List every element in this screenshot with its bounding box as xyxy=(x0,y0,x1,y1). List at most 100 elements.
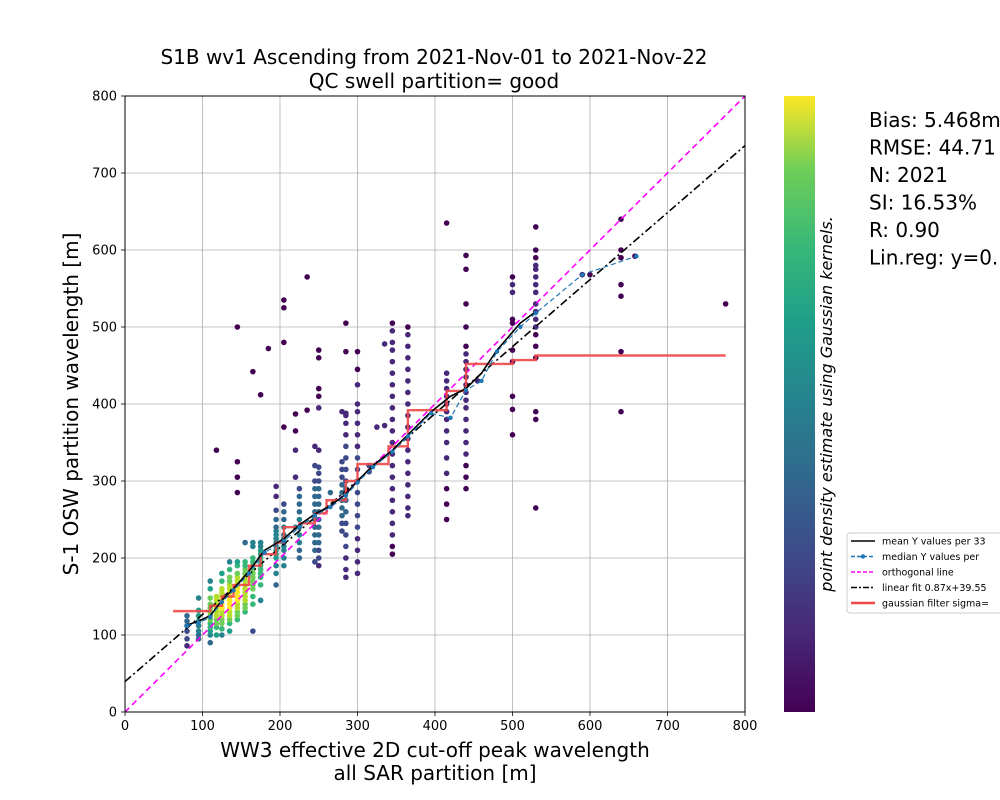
scatter-point xyxy=(389,320,396,326)
scatter-point xyxy=(389,347,396,353)
scatter-point xyxy=(532,224,539,230)
scatter-point xyxy=(281,304,287,311)
scatter-point xyxy=(257,547,264,554)
median-point xyxy=(405,434,411,439)
scatter-point xyxy=(250,543,256,550)
colorbar-label: point density estimate using Gaussian ke… xyxy=(817,216,836,592)
scatter-point xyxy=(339,528,345,534)
legend-marker xyxy=(860,554,866,559)
scatter-point xyxy=(532,416,539,423)
scatter-point xyxy=(389,428,396,434)
scatter-point xyxy=(219,620,225,627)
scatter-point xyxy=(226,559,233,565)
scatter-point xyxy=(343,455,349,461)
scatter-point xyxy=(234,616,241,623)
scatter-point xyxy=(273,535,279,542)
scatter-point xyxy=(618,293,624,300)
scatter-point xyxy=(343,566,349,573)
y-axis-ticks: 0 100 200 300 400 500 600 700 800 xyxy=(92,90,125,721)
x-axis-label: WW3 effective 2D cut-off peak wavelength xyxy=(220,738,650,762)
scatter-point xyxy=(381,341,388,347)
scatter-point xyxy=(234,489,241,496)
scatter-point xyxy=(184,642,190,649)
scatter-point xyxy=(219,609,225,615)
scatter-point xyxy=(312,485,318,492)
scatter-point xyxy=(315,562,322,569)
median-point xyxy=(355,480,360,485)
scatter-point xyxy=(405,343,411,350)
scatter-point xyxy=(509,393,516,400)
scatter-point xyxy=(250,628,256,634)
scatter-point xyxy=(722,301,729,307)
chart-subtitle: QC swell partition= good xyxy=(309,69,559,93)
scatter-point xyxy=(184,636,190,642)
scatter-point xyxy=(618,254,624,261)
scatter-point xyxy=(405,458,411,465)
scatter-point xyxy=(354,501,361,507)
y-tick-label: 200 xyxy=(92,552,117,567)
scatter-point xyxy=(312,478,318,484)
scatter-point xyxy=(296,547,303,554)
scatter-point xyxy=(354,408,361,415)
scatter-point xyxy=(315,385,322,392)
scatter-point xyxy=(292,474,299,480)
scatter-point xyxy=(234,574,241,581)
scatter-point xyxy=(354,559,361,565)
scatter-point xyxy=(304,407,310,413)
scatter-point xyxy=(226,620,233,627)
median-point xyxy=(634,253,639,259)
scatter-point xyxy=(343,443,349,450)
median-point xyxy=(518,324,523,330)
scatter-point xyxy=(463,301,469,307)
scatter-point xyxy=(242,605,248,611)
scatter-point xyxy=(443,455,450,461)
y-tick-label: 500 xyxy=(92,321,117,336)
scatter-point xyxy=(273,570,279,577)
scatter-point xyxy=(354,547,361,554)
scatter-point xyxy=(273,528,279,534)
scatter-point xyxy=(213,597,220,604)
median-point xyxy=(184,623,190,628)
x-tick-label: 600 xyxy=(578,719,603,734)
scatter-point xyxy=(443,370,450,377)
scatter-point xyxy=(339,489,345,496)
scatter-point xyxy=(587,271,593,278)
scatter-point xyxy=(389,474,396,480)
scatter-point xyxy=(315,501,322,507)
scatter-point xyxy=(343,509,349,515)
scatter-point xyxy=(405,493,411,500)
median-point xyxy=(479,378,484,384)
stat-line: R: 0.90 xyxy=(869,218,940,242)
scatter-point xyxy=(532,274,539,280)
stats-box: Bias: 5.468m RMSE: 44.71 N: 2021 SI: 16.53%… xyxy=(869,108,1000,270)
scatter-point xyxy=(234,559,241,565)
scatter-point xyxy=(273,524,279,530)
x-tick-label: 800 xyxy=(733,719,758,734)
scatter-point xyxy=(389,509,396,515)
scatter-point xyxy=(213,612,220,619)
scatter-point xyxy=(339,505,345,511)
scatter-point xyxy=(250,574,256,581)
scatter-point xyxy=(234,458,241,465)
scatter-point xyxy=(443,485,450,492)
scatter-point xyxy=(463,416,469,423)
scatter-point xyxy=(296,532,303,538)
scatter-point xyxy=(273,493,279,500)
scatter-point xyxy=(219,570,225,577)
scatter-point xyxy=(213,620,220,627)
scatter-point xyxy=(532,247,539,253)
scatter-point xyxy=(234,589,241,596)
scatter-point xyxy=(343,532,349,538)
scatter-point xyxy=(343,432,349,438)
scatter-point xyxy=(219,578,225,584)
scatter-point xyxy=(463,397,469,403)
scatter-point xyxy=(195,628,202,634)
scatter-point xyxy=(242,593,248,600)
scatter-point xyxy=(532,289,539,296)
scatter-point xyxy=(292,447,299,454)
median-point xyxy=(312,513,318,518)
scatter-point xyxy=(273,483,279,490)
scatter-point xyxy=(389,485,396,492)
scatter-point xyxy=(226,616,233,623)
median-point xyxy=(196,620,201,625)
